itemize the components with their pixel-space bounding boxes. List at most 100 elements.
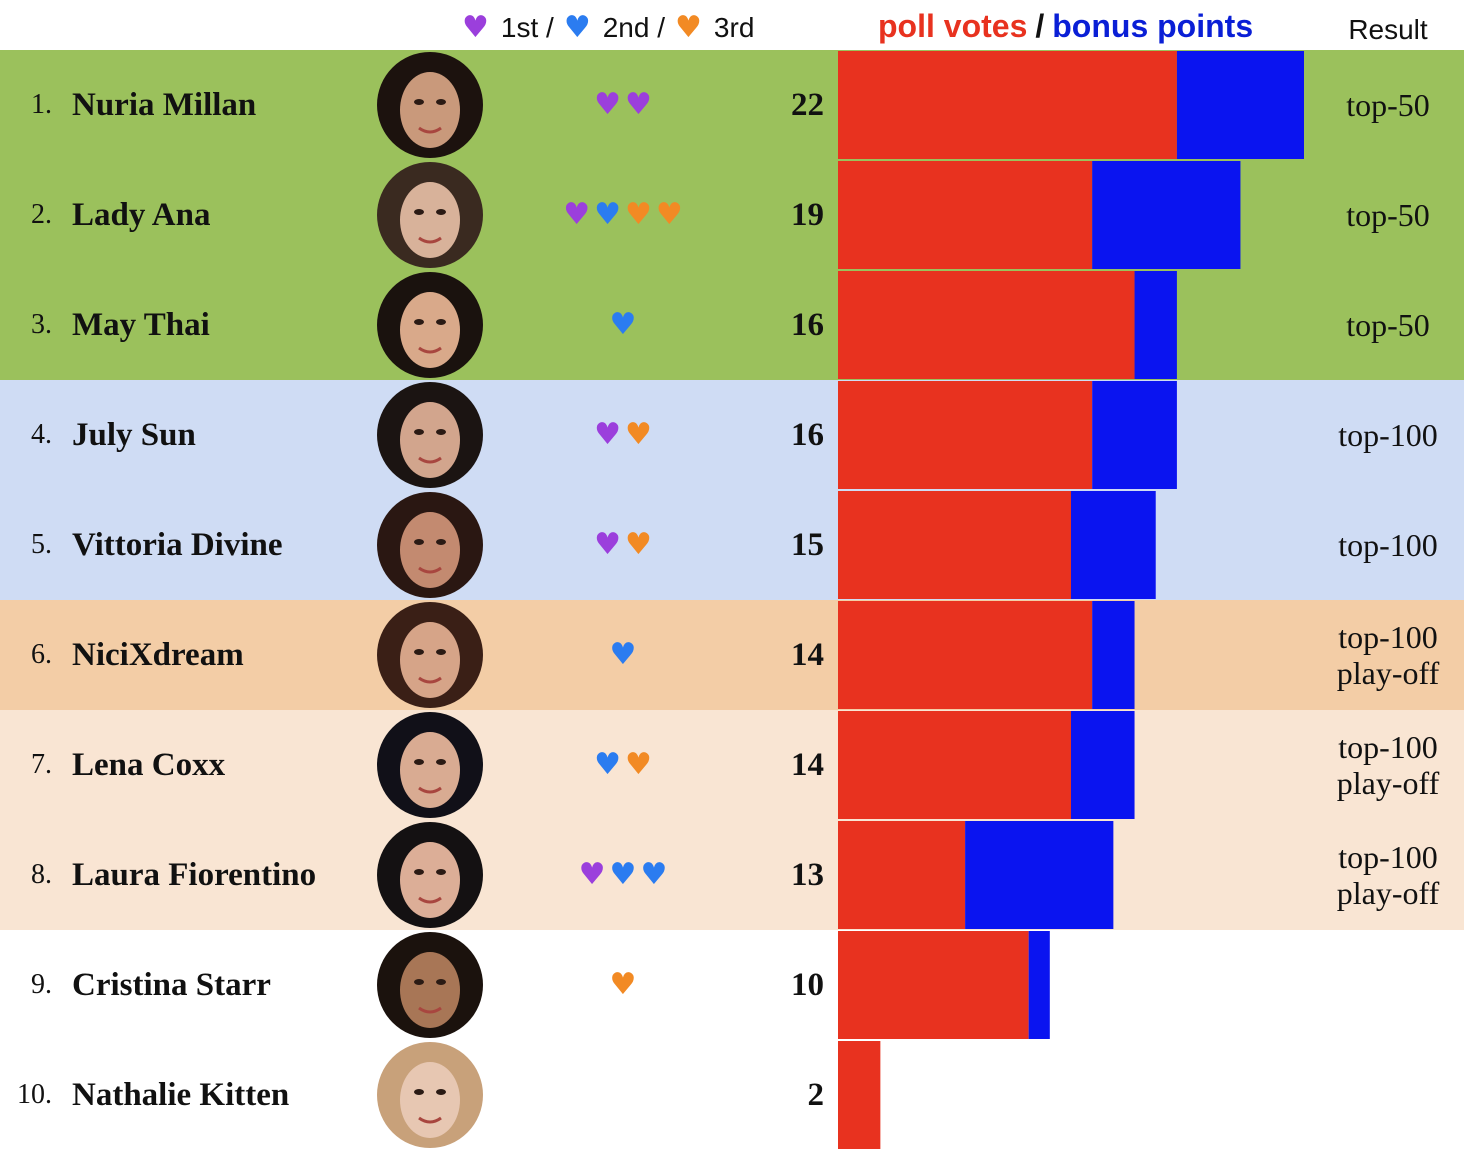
result-label: play-off <box>1336 655 1440 691</box>
bonus-points-bar <box>1071 491 1156 599</box>
score-bar <box>838 271 1177 379</box>
table-row: 9. Cristina Starr ♥ 10 <box>0 930 1464 1040</box>
avatar-portrait <box>377 602 483 708</box>
rank-number: 3. <box>31 309 52 340</box>
result-label: top-50 <box>1346 197 1430 233</box>
result-cell: top-100 <box>1320 490 1456 600</box>
total-score: 19 <box>791 197 824 233</box>
result-label: top-100 <box>1338 417 1438 453</box>
bonus-points-bar <box>1176 51 1304 159</box>
avatar-eye <box>436 979 446 985</box>
rank-number: 2. <box>31 199 52 230</box>
avatar-portrait <box>377 932 483 1038</box>
rank-number: 6. <box>31 639 52 670</box>
total-score: 16 <box>791 307 824 343</box>
orange-heart-icon: ♥ <box>609 967 641 1002</box>
avatar-mouth <box>418 1116 442 1124</box>
score-bar <box>838 491 1156 599</box>
orange-heart-icon: ♥ <box>625 417 656 452</box>
result-cell: top-50 <box>1320 50 1456 160</box>
avatar-portrait <box>377 822 483 928</box>
result-label: play-off <box>1336 875 1440 911</box>
second-label: 2nd / <box>602 11 666 43</box>
avatar-eye <box>436 539 446 545</box>
total-score: 22 <box>791 87 824 123</box>
avatar-face <box>400 622 460 698</box>
avatar-portrait <box>377 52 483 158</box>
avatar-eye <box>414 209 424 215</box>
avatar-mouth <box>418 896 442 904</box>
poll-votes-bar <box>838 491 1071 599</box>
avatar-eye <box>414 429 424 435</box>
avatar <box>377 822 483 928</box>
medal-hearts: ♥ <box>500 600 750 710</box>
total-score: 14 <box>791 637 824 673</box>
poll-votes-bar <box>838 821 966 929</box>
poll-votes-bar <box>838 711 1071 819</box>
performer-name: Laura Fiorentino <box>72 857 317 893</box>
purple-heart-icon: ♥ <box>625 87 656 122</box>
performer-name: Nuria Millan <box>72 87 257 123</box>
result-label: top-50 <box>1346 87 1430 123</box>
chart-header: ♥ 1st / ♥ 2nd / ♥ 3rd poll votes / bonus p… <box>0 0 1464 50</box>
avatar-mouth <box>418 126 442 134</box>
performer-name: Lady Ana <box>72 197 211 233</box>
medal-hearts: ♥ <box>500 270 750 380</box>
avatar-eye <box>414 649 424 655</box>
score-bar <box>838 161 1241 269</box>
total-score: 15 <box>791 527 824 563</box>
score-bar <box>838 51 1304 159</box>
score-bar <box>838 931 1050 1039</box>
avatar-eye <box>414 869 424 875</box>
orange-heart-icon: ♥ <box>625 527 656 562</box>
table-row: 10. Nathalie Kitten 2 <box>0 1040 1464 1150</box>
blue-heart-icon: ♥ <box>594 747 625 782</box>
score-bar <box>838 711 1135 819</box>
blue-heart-icon: ♥ <box>609 857 641 892</box>
table-row: 2. Lady Ana ♥♥♥♥ 19 top-50 <box>0 160 1464 270</box>
avatar-eye <box>436 429 446 435</box>
avatar <box>377 602 483 708</box>
performer-name: July Sun <box>72 417 196 453</box>
total-score: 14 <box>791 747 824 783</box>
avatar <box>377 932 483 1038</box>
medal-hearts: ♥♥ <box>500 490 750 600</box>
result-label: top-100 <box>1338 729 1438 765</box>
rank-number: 10. <box>17 1079 52 1110</box>
avatar-face <box>400 182 460 258</box>
avatar-face <box>400 402 460 478</box>
rank-number: 1. <box>31 89 52 120</box>
avatar-portrait <box>377 1042 483 1148</box>
avatar-face <box>400 72 460 148</box>
avatar-eye <box>414 539 424 545</box>
avatar-portrait <box>377 382 483 488</box>
orange-heart-icon: ♥ <box>675 10 702 45</box>
performer-name: May Thai <box>72 307 210 343</box>
bonus-points-bar <box>1092 161 1241 269</box>
table-row: 8. Laura Fiorentino ♥♥♥ 13 top-100 play-off <box>0 820 1464 930</box>
purple-heart-icon: ♥ <box>563 197 595 232</box>
legend-slash: / <box>1035 8 1045 44</box>
result-cell: top-100 play-off <box>1320 820 1456 930</box>
avatar-face <box>400 512 460 588</box>
result-cell: top-100 play-off <box>1320 710 1456 820</box>
avatar-mouth <box>418 676 442 684</box>
avatar-eye <box>436 649 446 655</box>
avatar <box>377 1042 483 1148</box>
table-row: 6. NiciXdream ♥ 14 top-100 play-off <box>0 600 1464 710</box>
result-label: play-off <box>1336 765 1440 801</box>
purple-heart-icon: ♥ <box>594 527 625 562</box>
performer-name: Lena Coxx <box>72 747 226 783</box>
table-row: 1. Nuria Millan ♥♥ 22 top-50 <box>0 50 1464 160</box>
avatar-eye <box>436 209 446 215</box>
avatar-portrait <box>377 162 483 268</box>
bonus-points-bar <box>1071 711 1135 819</box>
avatar-eye <box>436 1089 446 1095</box>
avatar-eye <box>436 759 446 765</box>
avatar <box>377 712 483 818</box>
result-cell <box>1320 1040 1456 1150</box>
blue-heart-icon: ♥ <box>609 307 641 342</box>
avatar <box>377 272 483 378</box>
rank-number: 5. <box>31 529 52 560</box>
avatar <box>377 52 483 158</box>
